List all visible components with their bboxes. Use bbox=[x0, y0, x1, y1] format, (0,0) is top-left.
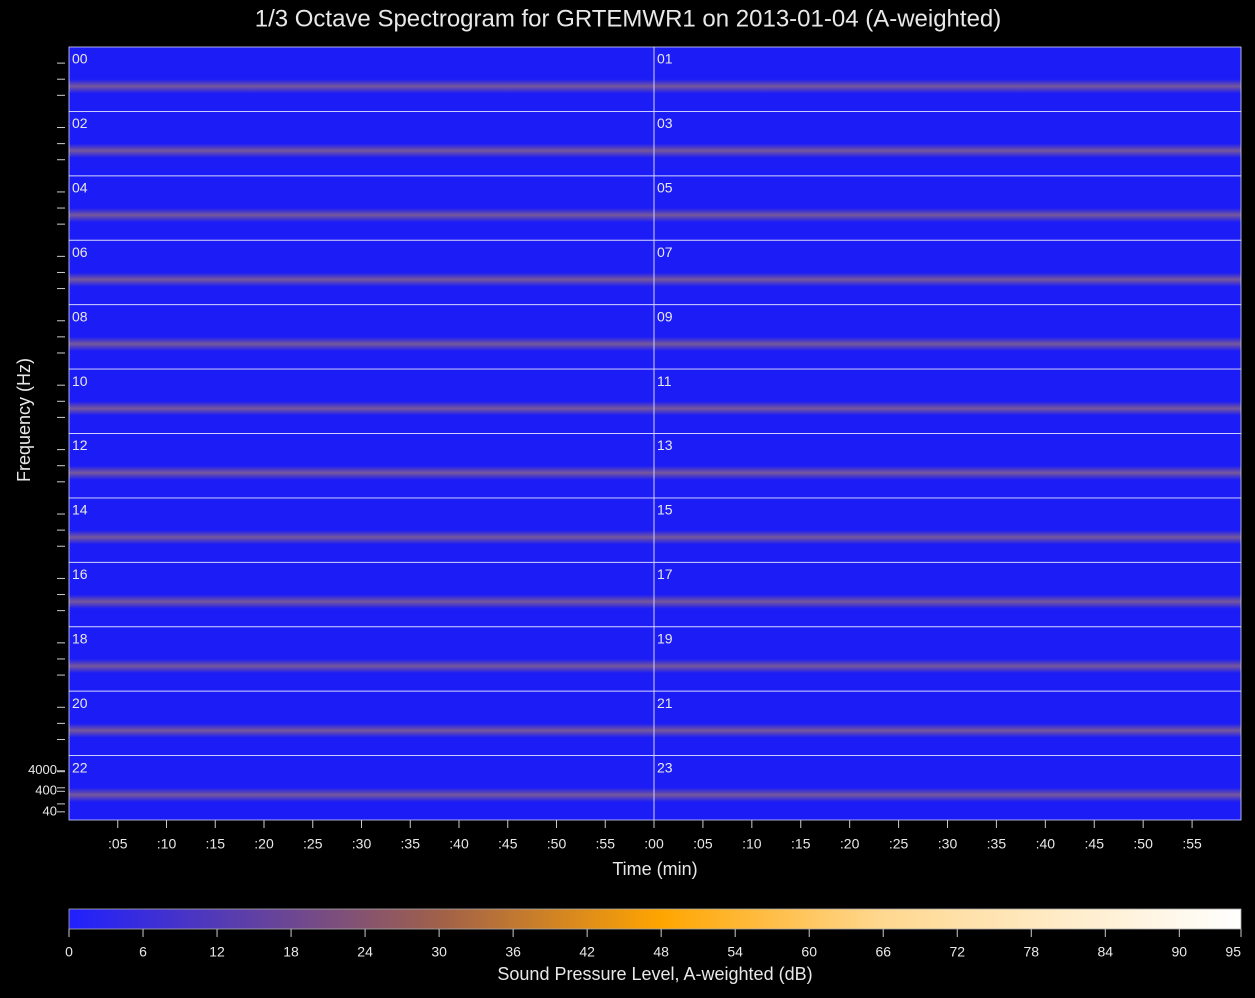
panel-label: 22 bbox=[72, 759, 88, 775]
colorbar-tick-label: 36 bbox=[505, 944, 521, 960]
noise-band bbox=[654, 787, 1241, 802]
noise-band bbox=[654, 272, 1241, 287]
x-tick-label: :25 bbox=[889, 836, 909, 852]
noise-band bbox=[654, 143, 1241, 158]
x-tick-label: :30 bbox=[938, 836, 958, 852]
x-tick-label: :45 bbox=[498, 836, 518, 852]
x-tick-label: :05 bbox=[108, 836, 128, 852]
panel-label: 06 bbox=[72, 244, 88, 260]
panel-label: 10 bbox=[72, 373, 88, 389]
noise-band bbox=[69, 658, 654, 674]
colorbar-tick-label: 54 bbox=[727, 944, 743, 960]
colorbar-tick-label: 18 bbox=[283, 944, 299, 960]
x-tick-label: :15 bbox=[791, 836, 811, 852]
colorbar-tick-label: 30 bbox=[431, 944, 447, 960]
panel-label: 19 bbox=[657, 630, 673, 646]
x-tick-label: :20 bbox=[840, 836, 860, 852]
x-tick-label: :10 bbox=[157, 836, 177, 852]
colorbar-tick-label: 72 bbox=[949, 944, 965, 960]
y-tick-label: 400 bbox=[35, 783, 57, 798]
colorbar-tick-label: 95 bbox=[1225, 944, 1241, 960]
x-tick-label: :00 bbox=[644, 836, 664, 852]
y-tick-label: 4000 bbox=[28, 762, 57, 777]
panel-label: 02 bbox=[72, 115, 88, 131]
x-axis-label: Time (min) bbox=[612, 859, 697, 879]
colorbar-tick-label: 42 bbox=[579, 944, 595, 960]
colorbar-tick-label: 90 bbox=[1172, 944, 1188, 960]
noise-band bbox=[654, 723, 1241, 738]
colorbar bbox=[68, 908, 1242, 930]
x-tick-label: :55 bbox=[596, 836, 616, 852]
noise-band bbox=[69, 272, 654, 287]
noise-band bbox=[69, 79, 654, 94]
panel-label: 08 bbox=[72, 308, 88, 324]
x-tick-label: :15 bbox=[206, 836, 226, 852]
panel-label: 09 bbox=[657, 308, 673, 324]
panel-label: 13 bbox=[657, 437, 673, 453]
noise-band bbox=[69, 723, 654, 738]
y-tick-label: 40 bbox=[43, 803, 57, 818]
colorbar-tick-label: 84 bbox=[1098, 944, 1114, 960]
x-tick-label: :10 bbox=[742, 836, 762, 852]
x-tick-label: :50 bbox=[1133, 836, 1153, 852]
x-tick-label: :05 bbox=[693, 836, 713, 852]
panel-label: 14 bbox=[72, 502, 88, 518]
panel-label: 04 bbox=[72, 180, 88, 196]
x-tick-label: :20 bbox=[254, 836, 274, 852]
noise-band bbox=[654, 530, 1241, 545]
panel-label: 12 bbox=[72, 437, 88, 453]
panel-label: 17 bbox=[657, 566, 673, 582]
panel-label: 11 bbox=[657, 373, 672, 389]
colorbar-tick-label: 66 bbox=[875, 944, 891, 960]
panel-label: 07 bbox=[657, 244, 673, 260]
noise-band bbox=[654, 79, 1241, 94]
noise-band bbox=[654, 465, 1241, 480]
x-tick-label: :55 bbox=[1182, 836, 1202, 852]
panel-label: 18 bbox=[72, 630, 88, 646]
panel-label: 03 bbox=[657, 115, 673, 131]
y-axis-label: Frequency (Hz) bbox=[14, 358, 34, 482]
colorbar-tick-label: 60 bbox=[801, 944, 817, 960]
panel-label: 16 bbox=[72, 566, 88, 582]
x-tick-label: :35 bbox=[987, 836, 1007, 852]
noise-band bbox=[69, 401, 654, 416]
noise-band bbox=[69, 336, 654, 352]
noise-band bbox=[69, 465, 654, 480]
noise-band bbox=[654, 658, 1241, 674]
noise-band bbox=[654, 401, 1241, 416]
panel-label: 15 bbox=[657, 502, 673, 518]
colorbar-tick-label: 6 bbox=[139, 944, 147, 960]
noise-band bbox=[69, 530, 654, 545]
panel-label: 20 bbox=[72, 695, 88, 711]
panel-label: 01 bbox=[657, 51, 673, 67]
noise-band bbox=[69, 208, 654, 223]
chart-title: 1/3 Octave Spectrogram for GRTEMWR1 on 2… bbox=[255, 5, 1002, 32]
noise-band bbox=[69, 143, 654, 158]
colorbar-tick-label: 0 bbox=[65, 944, 73, 960]
x-tick-label: :35 bbox=[401, 836, 421, 852]
colorbar-tick-label: 78 bbox=[1023, 944, 1039, 960]
colorbar-tick-label: 48 bbox=[653, 944, 669, 960]
colorbar-label: Sound Pressure Level, A-weighted (dB) bbox=[497, 964, 812, 984]
x-tick-label: :30 bbox=[352, 836, 372, 852]
x-tick-label: :40 bbox=[1036, 836, 1056, 852]
noise-band bbox=[69, 787, 654, 802]
panel-label: 05 bbox=[657, 180, 673, 196]
panel-label: 21 bbox=[657, 695, 673, 711]
x-tick-label: :40 bbox=[449, 836, 469, 852]
colorbar-tick-label: 24 bbox=[357, 944, 373, 960]
noise-band bbox=[654, 336, 1241, 352]
noise-band bbox=[69, 594, 654, 609]
panel-label: 00 bbox=[72, 51, 88, 67]
noise-band bbox=[654, 594, 1241, 609]
x-tick-label: :25 bbox=[303, 836, 323, 852]
colorbar-tick-label: 12 bbox=[209, 944, 225, 960]
x-tick-label: :45 bbox=[1085, 836, 1105, 852]
x-tick-label: :50 bbox=[547, 836, 567, 852]
noise-band bbox=[654, 208, 1241, 223]
panel-label: 23 bbox=[657, 759, 673, 775]
